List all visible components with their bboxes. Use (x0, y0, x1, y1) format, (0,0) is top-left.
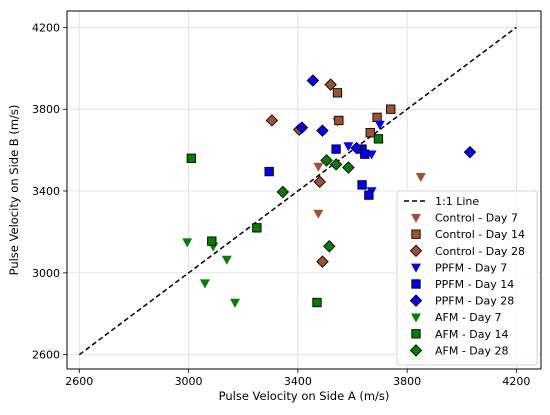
one-to-one-line (78, 26, 517, 356)
x-tick-label: 2600 (65, 375, 93, 388)
data-point (372, 112, 382, 123)
legend-marker (409, 344, 423, 357)
data-point (306, 74, 320, 87)
legend-box (396, 190, 538, 366)
data-point (360, 149, 370, 159)
data-point (334, 115, 344, 126)
data-point (332, 88, 343, 98)
y-tick-label: 2600 (32, 349, 60, 362)
series-group (186, 134, 384, 308)
data-point (252, 223, 262, 233)
data-point (342, 161, 355, 174)
data-point (316, 255, 329, 268)
data-point (364, 190, 374, 200)
x-tick-label: 4200 (502, 375, 530, 388)
data-point (365, 128, 375, 138)
data-point (350, 141, 363, 155)
legend-entry: PPFM - Day 28 (409, 294, 514, 308)
legend-marker (411, 329, 421, 339)
data-point (199, 279, 210, 289)
legend-entry: AFM - Day 28 (409, 344, 509, 357)
x-axis-label: Pulse Velocity on Side A (m/s) (219, 389, 390, 403)
axis-ticks: 2600 3000 3400 3800 4200 2600 3000 3400 3800 4200 (32, 21, 530, 388)
legend-marker (411, 279, 421, 289)
legend-label: PPFM - Day 7 (435, 261, 507, 274)
legend-entry: Control - Day 7 (411, 212, 518, 225)
data-point (357, 180, 367, 190)
legend-marker (411, 213, 421, 223)
legend-marker (411, 229, 421, 239)
legend-label: Control - Day 7 (435, 212, 518, 225)
legend-marker (409, 244, 423, 258)
legend-label: AFM - Day 14 (435, 328, 509, 341)
series-group (264, 144, 374, 200)
y-tick-label: 3400 (32, 185, 60, 198)
legend: 1:1 Line Control - Day 7 Control - Day 14 C… (396, 190, 538, 366)
y-tick-label: 3800 (32, 103, 60, 116)
data-point (331, 144, 341, 154)
legend-entry: 1:1 Line (404, 195, 479, 208)
data-point (373, 134, 384, 144)
data-point (264, 166, 274, 177)
series-group (295, 74, 477, 159)
legend-label: Control - Day 28 (435, 245, 525, 258)
reference-line-layer (78, 26, 517, 356)
data-point (415, 172, 426, 182)
data-point (343, 142, 354, 152)
data-point (374, 120, 385, 130)
legend-entry: Control - Day 28 (409, 244, 525, 258)
data-point (221, 255, 232, 265)
data-point (386, 104, 396, 114)
data-point (276, 185, 290, 199)
data-point (312, 297, 322, 308)
data-points (182, 74, 477, 308)
series-group (332, 88, 396, 138)
legend-marker (411, 263, 421, 273)
legend-entry: Control - Day 14 (411, 228, 525, 241)
data-point (295, 121, 309, 134)
legend-entry: PPFM - Day 7 (411, 261, 507, 274)
y-axis-label: Pulse Velocity on Side B (m/s) (7, 105, 21, 276)
data-point (463, 145, 477, 159)
legend-label: PPFM - Day 28 (435, 295, 514, 308)
data-point (324, 78, 337, 91)
data-point (323, 240, 336, 253)
y-tick-label: 3000 (32, 267, 60, 280)
legend-entry: AFM - Day 14 (411, 328, 509, 341)
legend-label: PPFM - Day 14 (435, 278, 514, 291)
data-point (313, 175, 326, 189)
legend-label: AFM - Day 7 (435, 311, 502, 324)
data-point (316, 124, 329, 137)
data-point (313, 162, 324, 172)
legend-label: AFM - Day 28 (435, 344, 509, 357)
x-tick-label: 3400 (284, 375, 312, 388)
series-group (276, 154, 355, 253)
data-point (329, 158, 343, 171)
legend-marker (409, 294, 423, 307)
legend-entry: AFM - Day 7 (411, 311, 502, 324)
data-point (265, 114, 279, 127)
legend-label: Control - Day 14 (435, 228, 525, 241)
data-point (320, 154, 333, 167)
y-tick-label: 4200 (32, 21, 60, 34)
legend-marker (411, 313, 421, 323)
data-point (313, 209, 324, 219)
data-point (207, 236, 217, 246)
data-point (230, 298, 241, 308)
data-point (182, 238, 193, 248)
data-point (186, 153, 196, 163)
x-tick-label: 3800 (393, 375, 421, 388)
legend-label: 1:1 Line (435, 195, 479, 208)
x-tick-label: 3000 (175, 375, 203, 388)
plot-frame (66, 10, 542, 370)
legend-entry: PPFM - Day 14 (411, 278, 514, 291)
